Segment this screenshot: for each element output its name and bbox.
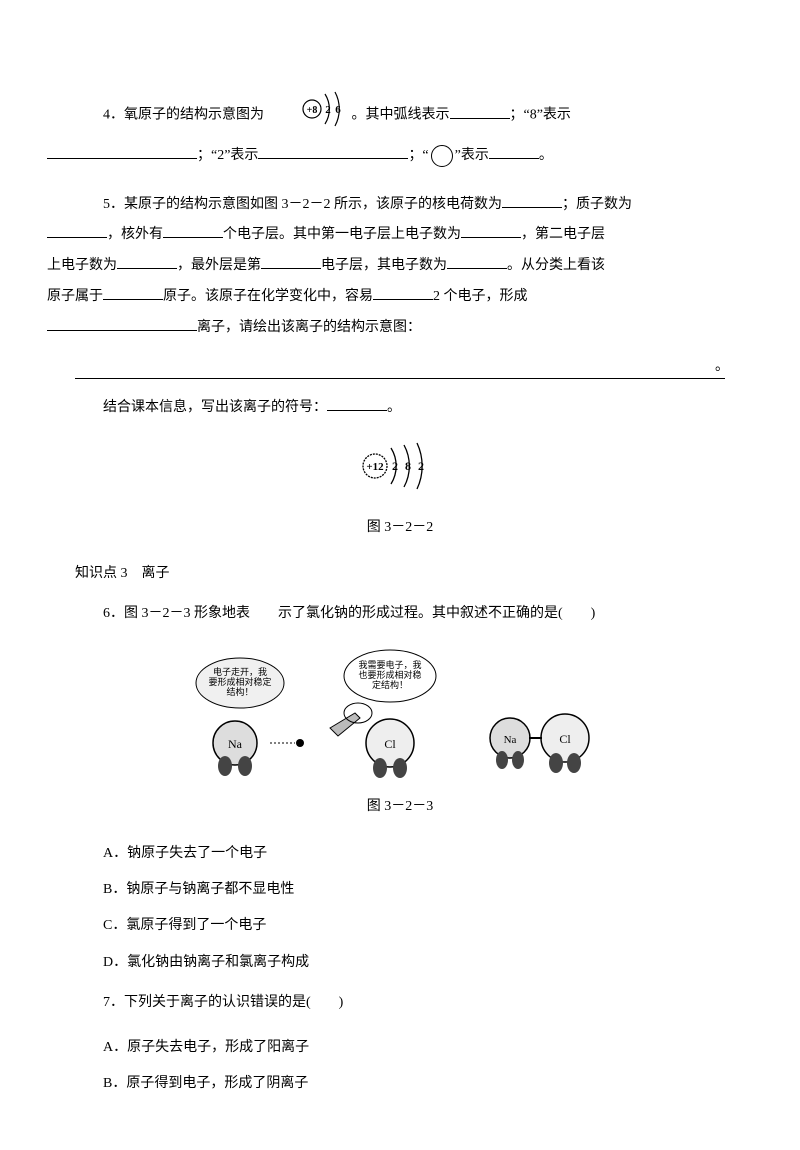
cl-bubble-3: 定结构！ [372, 679, 408, 690]
q4-paragraph: 4．氧原子的结构示意图为 +8 2 6 。其中弧线表示；“8”表示 ；“2”表示… [75, 90, 725, 172]
fig-3-2-2-caption: 图 3－2－2 [75, 517, 725, 539]
q5-b8 [103, 284, 163, 300]
mg-atom-diagram: +12 2 8 2 [75, 442, 725, 498]
q5-b3 [163, 222, 223, 238]
cl-bubble-2: 也要形成相对稳 [358, 669, 421, 680]
q6-opt-b: B．钠原子与钠离子都不显电性 [75, 879, 725, 901]
nucleus-label-8: +8 [306, 105, 317, 116]
svg-text:2: 2 [325, 104, 331, 116]
fig-3-2-3-caption: 图 3－2－3 [75, 796, 725, 818]
q5-l5a: 离子，请绘出该离子的结构示意图： [197, 320, 421, 335]
q5-b4 [461, 222, 521, 238]
q4-blank2 [47, 142, 197, 158]
q4-prefix: 4．氧原子的结构示意图为 [103, 108, 264, 123]
circle-icon [431, 145, 453, 167]
q4-blank4 [489, 142, 539, 158]
q4-part2a: ；“8”表示 [510, 108, 571, 123]
q5-b7 [447, 253, 507, 269]
svg-text:6: 6 [335, 104, 341, 116]
q5-l1b: ；质子数为 [562, 197, 632, 212]
cl-bubble-1: 我需要电子，我 [358, 659, 421, 670]
q5-l2c: ，第二电子层 [521, 227, 605, 242]
q5-l3c: 电子层，其电子数为 [321, 258, 447, 273]
na-bubble-1: 电子走开，我 [213, 666, 267, 677]
page: 4．氧原子的结构示意图为 +8 2 6 。其中弧线表示；“8”表示 ；“2”表示… [0, 0, 800, 1150]
q4-end: 。 [539, 148, 553, 163]
q5-b11 [327, 395, 387, 411]
q5-b1 [502, 191, 562, 207]
q7-opt-b: B．原子得到电子，形成了阴离子 [75, 1073, 725, 1095]
q5-combine: 结合课本信息，写出该离子的符号： 。 [75, 393, 725, 424]
q4-part4b: ”表示 [455, 148, 489, 163]
na-bubble-2: 要形成相对稳定 [208, 676, 271, 687]
q5-paragraph: 5．某原子的结构示意图如图 3－2－2 所示，该原子的核电荷数为 ；质子数为 ，核… [75, 190, 725, 344]
q5-l3d: 。从分类上看该 [507, 258, 605, 273]
q5-l6end: 。 [715, 356, 729, 378]
svg-text:8: 8 [405, 459, 411, 473]
svg-text:2: 2 [392, 459, 398, 473]
cl-label-2: Cl [559, 732, 571, 746]
oxygen-atom-diagram: +8 2 6 [270, 90, 350, 141]
q5-l4c: 2 个电子，形成 [433, 289, 528, 304]
q4-blank3 [258, 142, 408, 158]
q4-part3a: ；“2”表示 [197, 148, 258, 163]
nacl-cartoon: 电子走开，我 要形成相对稳定 结构！ 我需要电子，我 也要形成相对稳 定结构！ … [75, 648, 725, 778]
q5-l4b: 原子。该原子在化学变化中，容易 [163, 289, 373, 304]
q6-text: 6．图 3－2－3 形象地表 示了氯化钠的形成过程。其中叙述不正确的是( ) [75, 599, 725, 630]
q5-l2b: 个电子层。其中第一电子层上电子数为 [223, 227, 461, 242]
q5-combine-end: 。 [387, 400, 401, 415]
q5-combine-text: 结合课本信息，写出该离子的符号： [103, 400, 327, 415]
q5-b10 [47, 314, 197, 330]
svg-text:2: 2 [418, 459, 424, 473]
q4-after: 。其中弧线表示 [352, 108, 450, 123]
q5-l1a: 5．某原子的结构示意图如图 3－2－2 所示，该原子的核电荷数为 [103, 197, 502, 212]
cl-label-1: Cl [384, 737, 396, 751]
q5-b6 [261, 253, 321, 269]
q5-full-blank: 。 [75, 362, 725, 380]
q7-opt-a: A．原子失去电子，形成了阳离子 [75, 1037, 725, 1059]
na-bubble-3: 结构！ [226, 686, 253, 697]
q4-part4a: ；“ [408, 148, 428, 163]
q5-b5 [117, 253, 177, 269]
q6-opt-c: C．氯原子得到了一个电子 [75, 915, 725, 937]
q5-b2 [47, 222, 107, 238]
q7-text: 7．下列关于离子的认识错误的是( ) [75, 988, 725, 1019]
na-label-2: Na [504, 734, 517, 746]
q6-opt-a: A．钠原子失去了一个电子 [75, 843, 725, 865]
q5-l4a: 原子属于 [47, 289, 103, 304]
nucleus-label-12: +12 [366, 461, 384, 473]
kp3-title: 知识点 3 离子 [75, 563, 725, 585]
q5-b9 [373, 284, 433, 300]
q5-l2a: ，核外有 [107, 227, 163, 242]
q5-l3a: 上电子数为 [47, 258, 117, 273]
q4-blank1 [450, 102, 510, 118]
na-label-1: Na [228, 737, 243, 751]
q5-l3b: ，最外层是第 [177, 258, 261, 273]
q6-opt-d: D．氯化钠由钠离子和氯离子构成 [75, 952, 725, 974]
